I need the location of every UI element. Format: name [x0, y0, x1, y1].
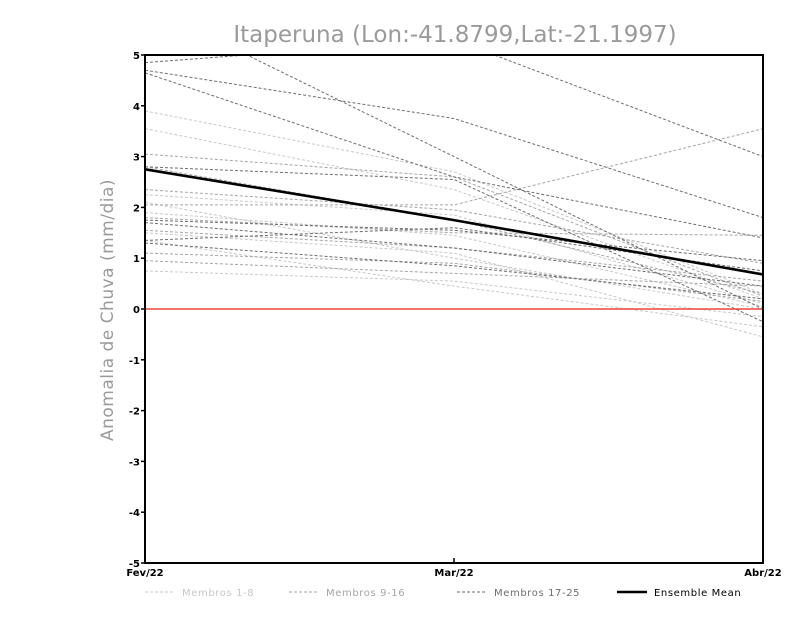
- y-axis-ticks: 5 4 3 2 1 0 -1 -2 -3 -4 -5: [129, 51, 145, 570]
- series-line-membros-9-16-9: [145, 153, 763, 297]
- legend-item-ensemble-mean: Ensemble Mean: [617, 588, 741, 599]
- series-line-membros-1-8-3: [145, 194, 763, 305]
- legend-label: Membros 1-8: [182, 588, 254, 599]
- y-tick-label: 4: [133, 102, 140, 113]
- y-axis-label: Anomalia de Chuva (mm/dia): [98, 179, 118, 441]
- y-tick-label: 2: [133, 203, 140, 214]
- series-line-membros-9-16-14: [145, 166, 763, 295]
- y-tick-label: 0: [133, 305, 140, 316]
- series-line-membros-9-16-15: [145, 252, 763, 302]
- ensemble-mean-layer: [144, 168, 764, 276]
- series-line-membros-17-25-19: [145, 69, 763, 219]
- series-layer: [145, 55, 763, 338]
- series-line-membros-17-25-23: [145, 222, 763, 287]
- series-line-membros-9-16-16: [145, 260, 763, 287]
- series-line-membros-17-25-18: [145, 55, 763, 310]
- series-line-membros-17-25-17: [145, 55, 763, 158]
- x-tick-label: Abr/22: [744, 568, 781, 579]
- ensemble-mean-line: [144, 168, 764, 276]
- series-line-membros-9-16-12: [145, 217, 763, 236]
- series-line-membros-1-8-6: [145, 270, 763, 318]
- y-tick-label: 3: [133, 153, 140, 164]
- series-line-membros-1-8-8: [145, 212, 763, 307]
- legend-label: Ensemble Mean: [654, 588, 741, 599]
- x-axis-ticks: Fev/22 Mar/22 Abr/22: [126, 558, 782, 579]
- legend-item-membros-1-8: Membros 1-8: [145, 588, 254, 599]
- y-tick-label: 5: [133, 51, 140, 62]
- series-line-membros-17-25-25: [145, 242, 763, 300]
- y-tick-label: -4: [129, 508, 140, 519]
- legend-label: Membros 9-16: [326, 588, 405, 599]
- y-tick-label: 1: [133, 254, 140, 265]
- y-tick-label: -5: [129, 559, 140, 570]
- legend: Membros 1-8 Membros 9-16 Membros 17-25 Ense…: [145, 588, 741, 599]
- x-tick-label: Fev/22: [126, 568, 163, 579]
- series-line-membros-1-8-5: [145, 239, 763, 328]
- series-line-membros-1-8-2: [145, 128, 763, 300]
- series-line-membros-9-16-13: [145, 229, 763, 282]
- series-line-membros-17-25-21: [145, 166, 763, 323]
- series-line-membros-17-25-20: [145, 72, 763, 239]
- legend-label: Membros 17-25: [494, 588, 580, 599]
- y-tick-label: -3: [129, 457, 140, 468]
- series-line-membros-17-25-22: [145, 219, 763, 262]
- series-line-membros-1-8-7: [145, 201, 763, 310]
- y-tick-label: -2: [129, 407, 140, 418]
- chart-title: Itaperuna (Lon:-41.8799,Lat:-21.1997): [233, 22, 676, 48]
- x-tick-label: Mar/22: [434, 568, 473, 579]
- legend-item-membros-9-16: Membros 9-16: [289, 588, 405, 599]
- series-line-membros-9-16-10: [145, 128, 763, 206]
- y-tick-label: -1: [129, 356, 140, 367]
- legend-item-membros-17-25: Membros 17-25: [457, 588, 580, 599]
- series-line-membros-1-8-1: [145, 110, 763, 295]
